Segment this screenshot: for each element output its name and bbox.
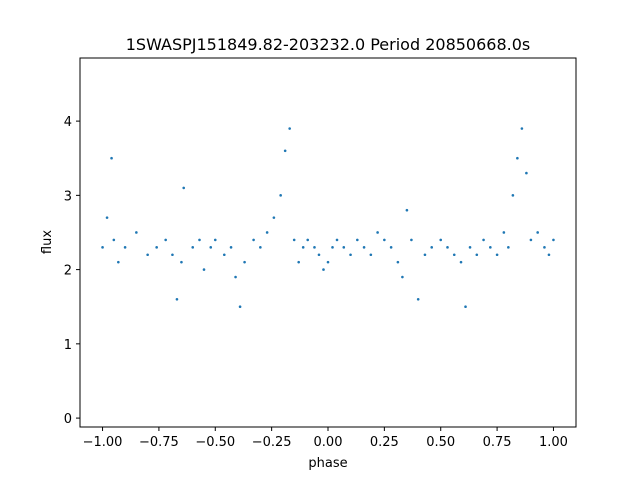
data-point <box>182 186 186 190</box>
data-point <box>243 260 246 264</box>
data-point <box>543 246 546 249</box>
data-point <box>198 238 201 242</box>
y-axis: 0 1 2 3 4 <box>64 115 80 427</box>
data-point <box>101 246 104 249</box>
data-point <box>495 253 499 257</box>
x-axis-label: phase <box>308 456 347 471</box>
data-point <box>297 260 300 264</box>
data-point <box>511 194 515 197</box>
data-point <box>468 246 472 249</box>
data-point <box>112 238 116 242</box>
x-tick-label: 0.25 <box>370 435 399 450</box>
data-point <box>423 253 427 257</box>
data-point <box>229 246 233 249</box>
data-point <box>482 238 485 242</box>
data-point <box>191 246 195 249</box>
data-point <box>222 253 226 257</box>
data-point <box>180 260 183 264</box>
data-point <box>401 275 404 279</box>
data-point <box>489 246 492 249</box>
data-point <box>175 298 179 301</box>
data-point <box>252 238 255 242</box>
x-tick-label: 0.50 <box>426 435 455 450</box>
data-point <box>259 246 262 249</box>
data-point <box>164 238 167 242</box>
data-point <box>410 238 413 242</box>
data-point <box>202 268 206 271</box>
data-point <box>430 246 434 249</box>
y-tick-label: 1 <box>64 338 72 353</box>
data-point <box>317 253 321 257</box>
x-tick-label: 0.75 <box>483 435 512 450</box>
data-point <box>171 253 174 257</box>
data-point <box>123 246 127 249</box>
data-point <box>313 246 316 249</box>
data-point <box>292 238 296 242</box>
data-point <box>155 246 158 249</box>
data-point <box>464 305 467 309</box>
data-points <box>101 127 555 309</box>
data-point <box>209 246 213 249</box>
data-point <box>342 246 346 249</box>
data-point <box>213 238 217 242</box>
x-tick-label: −1.00 <box>83 435 123 450</box>
data-point <box>234 275 237 279</box>
data-point <box>272 216 276 219</box>
data-point <box>389 246 393 249</box>
data-point <box>283 149 287 153</box>
data-point <box>238 305 242 309</box>
y-tick-label: 4 <box>64 115 72 130</box>
data-point <box>439 238 443 242</box>
data-point <box>369 253 373 257</box>
data-point <box>146 253 149 257</box>
data-point <box>547 253 551 257</box>
data-point <box>383 238 386 242</box>
data-point <box>322 268 325 271</box>
data-point <box>475 253 479 257</box>
data-point <box>459 260 463 264</box>
data-point <box>446 246 449 249</box>
data-point <box>110 156 113 160</box>
y-axis-label: flux <box>40 230 55 254</box>
data-point <box>507 246 510 249</box>
data-point <box>288 127 291 130</box>
data-point <box>452 253 456 257</box>
data-point <box>326 260 330 264</box>
data-point <box>516 156 519 160</box>
data-point <box>362 246 366 249</box>
data-point <box>331 246 334 249</box>
x-tick-label: 0.00 <box>314 435 343 450</box>
data-point <box>529 238 533 242</box>
y-tick-label: 3 <box>64 189 72 204</box>
data-point <box>279 194 282 197</box>
data-point <box>536 231 539 234</box>
data-point <box>306 238 310 242</box>
data-point <box>405 208 409 212</box>
data-point <box>376 231 379 234</box>
x-tick-label: −0.50 <box>195 435 235 450</box>
x-axis: −1.00 −0.75 −0.50 −0.25 0.00 0.25 0.50 0.75 1.00 <box>83 427 568 450</box>
data-point <box>525 171 528 175</box>
chart-title: 1SWASPJ151849.82-203232.0 Period 2085066… <box>126 35 531 54</box>
data-point <box>117 260 120 264</box>
y-tick-label: 0 <box>64 412 72 427</box>
data-point <box>520 127 524 130</box>
data-point <box>105 216 109 219</box>
x-tick-label: −0.25 <box>252 435 292 450</box>
data-point <box>502 231 506 234</box>
data-point <box>356 238 359 242</box>
data-point <box>265 231 269 234</box>
data-point <box>552 238 555 242</box>
data-point <box>396 260 400 264</box>
data-point <box>349 253 352 257</box>
x-tick-label: 1.00 <box>539 435 568 450</box>
x-tick-label: −0.75 <box>139 435 179 450</box>
data-point <box>416 298 420 301</box>
data-point <box>135 231 138 234</box>
data-point <box>335 238 339 242</box>
data-point <box>301 246 305 249</box>
y-tick-label: 2 <box>64 264 72 279</box>
